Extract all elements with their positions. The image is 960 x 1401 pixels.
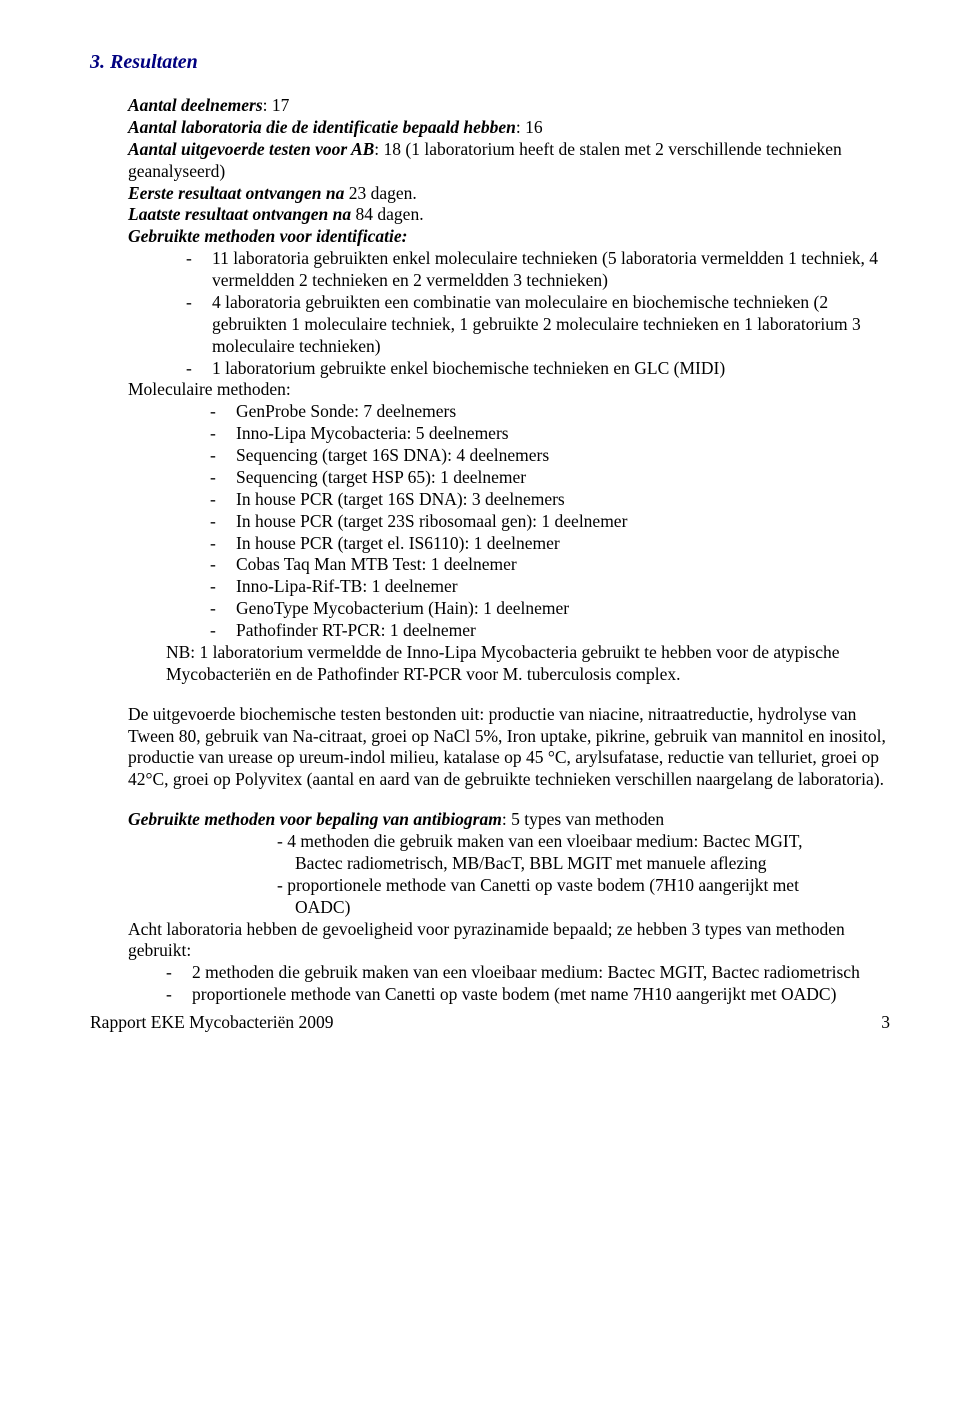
pyra-intro: Acht laboratoria hebben de gevoeligheid …	[128, 919, 890, 963]
eerste-value: 23 dagen.	[344, 183, 416, 203]
mol-bullet: -Inno-Lipa-Rif-TB: 1 deelnemer	[210, 576, 890, 598]
bullet-text: In house PCR (target el. IS6110): 1 deel…	[236, 533, 890, 555]
bullet-text: Sequencing (target 16S DNA): 4 deelnemer…	[236, 445, 890, 467]
bullet-dash: -	[186, 292, 212, 358]
mol-bullet: -Sequencing (target HSP 65): 1 deelnemer	[210, 467, 890, 489]
bullet-text: 2 methoden die gebruik maken van een vlo…	[192, 962, 890, 984]
bullet-text: 11 laboratoria gebruikten enkel molecula…	[212, 248, 890, 292]
ident-bullet: - 1 laboratorium gebruikte enkel biochem…	[186, 358, 890, 380]
mol-bullet: -In house PCR (target 23S ribosomaal gen…	[210, 511, 890, 533]
bullet-dash: -	[210, 576, 236, 598]
bullet-text: Sequencing (target HSP 65): 1 deelnemer	[236, 467, 890, 489]
bullet-text: Pathofinder RT-PCR: 1 deelnemer	[236, 620, 890, 642]
lab-id-value: : 16	[516, 117, 543, 137]
page-footer: Rapport EKE Mycobacteriën 2009 3	[90, 1012, 890, 1034]
footer-left: Rapport EKE Mycobacteriën 2009	[90, 1012, 850, 1034]
bullet-dash: -	[210, 423, 236, 445]
deelnemers-label: Aantal deelnemers	[128, 95, 263, 115]
mol-bullet: -Cobas Taq Man MTB Test: 1 deelnemer	[210, 554, 890, 576]
ab-header-value: : 5 types van methoden	[502, 809, 664, 829]
bullet-dash: -	[166, 962, 192, 984]
bullet-text: 1 laboratorium gebruikte enkel biochemis…	[212, 358, 890, 380]
nb-text: NB: 1 laboratorium vermeldde de Inno-Lip…	[166, 642, 890, 686]
bullet-text: Inno-Lipa-Rif-TB: 1 deelnemer	[236, 576, 890, 598]
bullet-text: GenoType Mycobacterium (Hain): 1 deelnem…	[236, 598, 890, 620]
methoden-label: Gebruikte methoden voor identificatie:	[128, 226, 890, 248]
bullet-dash: -	[210, 533, 236, 555]
lab-id-label: Aantal laboratoria die de identificatie …	[128, 117, 516, 137]
bullet-text: Inno-Lipa Mycobacteria: 5 deelnemers	[236, 423, 890, 445]
mol-bullet: -Inno-Lipa Mycobacteria: 5 deelnemers	[210, 423, 890, 445]
mol-bullet: -In house PCR (target el. IS6110): 1 dee…	[210, 533, 890, 555]
bio-paragraph: De uitgevoerde biochemische testen besto…	[128, 704, 890, 792]
deelnemers-value: : 17	[263, 95, 290, 115]
laatste-label: Laatste resultaat ontvangen na	[128, 204, 351, 224]
bullet-dash: -	[210, 511, 236, 533]
ab-line: - proportionele methode van Canetti op v…	[277, 875, 890, 897]
laatste-value: 84 dagen.	[351, 204, 423, 224]
ab-line-cont: OADC)	[295, 897, 890, 919]
ident-bullet: - 4 laboratoria gebruikten een combinati…	[186, 292, 890, 358]
mol-bullet: -GenoType Mycobacterium (Hain): 1 deelne…	[210, 598, 890, 620]
mol-bullet: -Sequencing (target 16S DNA): 4 deelneme…	[210, 445, 890, 467]
bullet-dash: -	[210, 554, 236, 576]
ab-header: Gebruikte methoden voor bepaling van ant…	[128, 809, 890, 831]
bullet-dash: -	[186, 358, 212, 380]
intro-block: Aantal deelnemers: 17 Aantal laboratoria…	[128, 95, 890, 248]
bullet-text: GenProbe Sonde: 7 deelnemers	[236, 401, 890, 423]
bullet-text: proportionele methode van Canetti op vas…	[192, 984, 890, 1006]
ab-line: - 4 methoden die gebruik maken van een v…	[277, 831, 890, 853]
bullet-dash: -	[210, 489, 236, 511]
bullet-dash: -	[210, 401, 236, 423]
pyra-bullet: - proportionele methode van Canetti op v…	[166, 984, 890, 1006]
pyra-bullet: - 2 methoden die gebruik maken van een v…	[166, 962, 890, 984]
eerste-label: Eerste resultaat ontvangen na	[128, 183, 344, 203]
bullet-dash: -	[186, 248, 212, 292]
ident-bullet: - 11 laboratoria gebruikten enkel molecu…	[186, 248, 890, 292]
bullet-text: 4 laboratoria gebruikten een combinatie …	[212, 292, 890, 358]
bullet-dash: -	[210, 467, 236, 489]
bullet-dash: -	[166, 984, 192, 1006]
bullet-dash: -	[210, 445, 236, 467]
bullet-dash: -	[210, 620, 236, 642]
bullet-text: In house PCR (target 16S DNA): 3 deelnem…	[236, 489, 890, 511]
ab-line-cont: Bactec radiometrisch, MB/BacT, BBL MGIT …	[295, 853, 890, 875]
mol-bullet: -Pathofinder RT-PCR: 1 deelnemer	[210, 620, 890, 642]
bullet-dash: -	[210, 598, 236, 620]
document-page: 3. Resultaten Aantal deelnemers: 17 Aant…	[0, 0, 960, 1054]
bullet-text: Cobas Taq Man MTB Test: 1 deelnemer	[236, 554, 890, 576]
ab-label: Aantal uitgevoerde testen voor AB	[128, 139, 374, 159]
mol-header: Moleculaire methoden:	[128, 379, 890, 401]
mol-bullet: -In house PCR (target 16S DNA): 3 deelne…	[210, 489, 890, 511]
section-title: 3. Resultaten	[90, 50, 890, 75]
bullet-text: In house PCR (target 23S ribosomaal gen)…	[236, 511, 890, 533]
mol-bullet: -GenProbe Sonde: 7 deelnemers	[210, 401, 890, 423]
footer-page-number: 3	[850, 1012, 890, 1034]
ab-header-label: Gebruikte methoden voor bepaling van ant…	[128, 809, 502, 829]
